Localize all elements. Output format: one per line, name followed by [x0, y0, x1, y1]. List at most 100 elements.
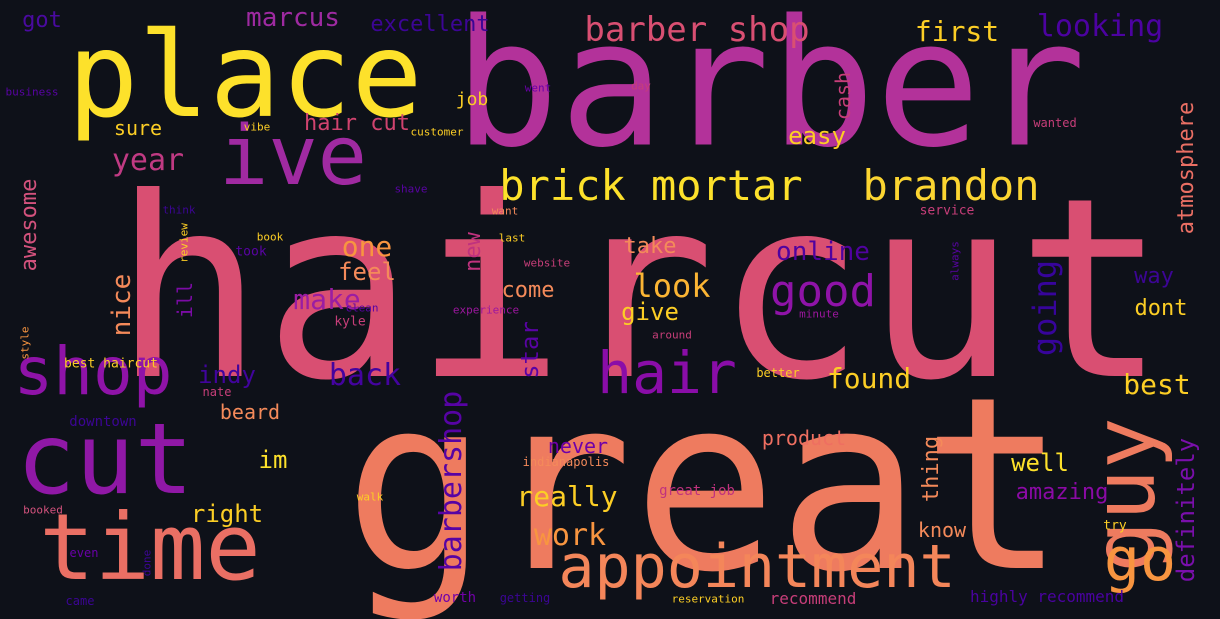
- cloud-word: cash: [831, 71, 855, 121]
- cloud-word: want: [491, 204, 519, 218]
- cloud-word: best haircut: [64, 356, 158, 372]
- cloud-word: online: [776, 237, 870, 267]
- cloud-word: place: [67, 6, 423, 144]
- cloud-word: barbershop: [434, 390, 469, 572]
- cloud-word: style: [18, 326, 32, 360]
- cloud-word: try: [1103, 518, 1127, 534]
- cloud-word: amazing: [1015, 480, 1109, 505]
- cloud-word: kyle: [334, 314, 366, 330]
- cloud-word: really: [516, 480, 618, 513]
- cloud-word: downtown: [69, 414, 137, 430]
- cloud-word: wanted: [1033, 116, 1077, 130]
- cloud-word: ive: [218, 109, 368, 204]
- cloud-word: minute: [799, 307, 839, 321]
- cloud-word: brandon: [862, 161, 1040, 210]
- cloud-word: way: [1134, 264, 1174, 289]
- cloud-word: highly recommend: [969, 587, 1125, 606]
- cloud-word: worth: [433, 590, 477, 606]
- cloud-word: better: [756, 366, 800, 380]
- cloud-word: business: [5, 85, 59, 99]
- cloud-word: product: [761, 426, 847, 450]
- cloud-word: found: [826, 362, 912, 395]
- cloud-word: time: [39, 494, 261, 601]
- cloud-word: indianapolis: [522, 455, 610, 469]
- cloud-word: around: [652, 328, 692, 342]
- cloud-word: customer: [410, 125, 464, 139]
- cloud-word: excellent: [370, 12, 490, 37]
- cloud-word: experience: [452, 303, 520, 317]
- cloud-word: barber shop: [584, 10, 810, 50]
- cloud-word: sure: [113, 116, 163, 140]
- cloud-word: shave: [394, 182, 428, 196]
- cloud-word: well: [1011, 449, 1069, 477]
- cloud-word: ill: [173, 281, 197, 319]
- cloud-word: going: [1026, 259, 1064, 357]
- cloud-word: last: [498, 231, 526, 245]
- cloud-word: work: [533, 518, 607, 553]
- cloud-word: even: [69, 546, 99, 560]
- cloud-word: getting: [499, 591, 551, 605]
- cloud-word: feel: [338, 258, 396, 286]
- cloud-word: marcus: [246, 3, 340, 33]
- cloud-word: recommend: [769, 589, 857, 608]
- cloud-word: always: [948, 241, 962, 281]
- cloud-word: easy: [788, 122, 846, 150]
- cloud-word: nice: [107, 273, 137, 337]
- cloud-word: nate: [202, 385, 232, 399]
- cloud-word: reservation: [671, 592, 745, 606]
- cloud-word: book: [256, 230, 284, 244]
- cloud-word: give: [621, 298, 679, 326]
- cloud-word: done: [140, 549, 154, 577]
- cloud-word: right: [190, 500, 264, 528]
- cloud-word: day: [631, 79, 651, 93]
- cloud-word: look: [633, 267, 711, 305]
- cloud-word: atmosphere: [1174, 101, 1199, 235]
- cloud-word: one: [341, 230, 393, 263]
- cloud-word: got: [22, 8, 62, 33]
- cloud-word: im: [258, 446, 288, 474]
- cloud-word: vibe: [243, 120, 271, 134]
- cloud-word: good: [770, 266, 876, 317]
- cloud-word: barber: [453, 0, 1087, 187]
- cloud-word: back: [328, 358, 402, 393]
- cloud-word: take: [623, 234, 677, 259]
- cloud-word: haircut: [113, 144, 1167, 435]
- cloud-word: thing: [919, 435, 944, 503]
- cloud-word: year: [111, 143, 185, 178]
- cloud-word: beard: [219, 400, 281, 424]
- cloud-word: think: [162, 203, 196, 217]
- cloud-word: took: [235, 244, 267, 260]
- cloud-word: great: [343, 345, 1067, 619]
- cloud-word: website: [523, 256, 571, 270]
- cloud-word: definitely: [1172, 437, 1200, 583]
- cloud-word: never: [547, 434, 609, 458]
- cloud-word: great job: [659, 483, 735, 499]
- cloud-word: clean: [345, 301, 379, 315]
- cloud-word: cut: [16, 403, 194, 517]
- cloud-word: know: [917, 518, 967, 542]
- cloud-word: best: [1123, 368, 1191, 401]
- cloud-word: hair cut: [304, 111, 410, 136]
- cloud-word: star: [516, 321, 544, 379]
- cloud-word: job: [455, 89, 489, 110]
- cloud-word: make: [293, 283, 361, 316]
- cloud-word: go: [1103, 525, 1177, 595]
- cloud-word: come: [501, 278, 555, 303]
- cloud-word: brick mortar: [499, 161, 803, 210]
- cloud-word: review: [177, 223, 191, 263]
- cloud-word: first: [914, 15, 1000, 48]
- cloud-word: awesome: [17, 178, 42, 272]
- cloud-word: went: [524, 81, 552, 95]
- cloud-word: came: [65, 594, 95, 608]
- cloud-word: indy: [198, 361, 256, 389]
- cloud-word: new: [461, 232, 486, 272]
- cloud-word: hair: [597, 339, 737, 407]
- cloud-word: appointment: [558, 532, 956, 602]
- cloud-word: walk: [356, 490, 384, 504]
- cloud-word: dont: [1134, 296, 1188, 321]
- cloud-word: booked: [23, 503, 63, 517]
- cloud-word: looking: [1036, 9, 1164, 44]
- cloud-word: shop: [13, 333, 173, 410]
- cloud-word: service: [919, 203, 975, 219]
